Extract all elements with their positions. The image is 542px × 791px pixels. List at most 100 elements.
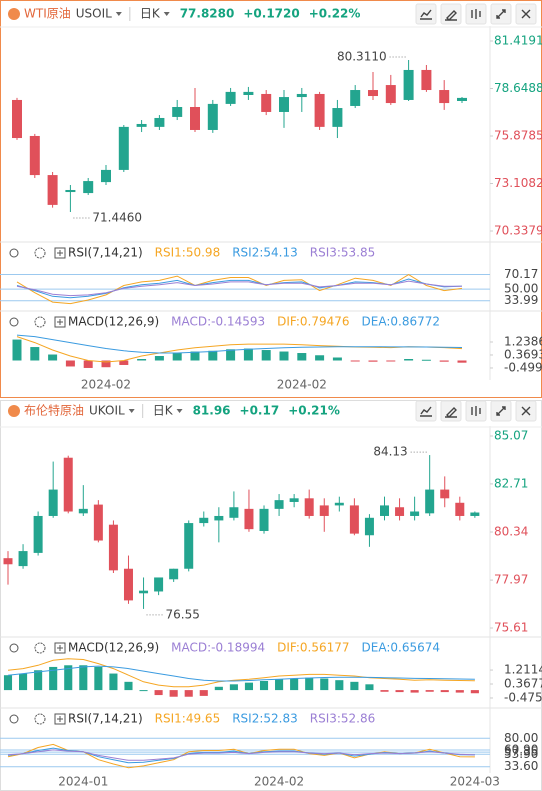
macd-bar [19, 673, 28, 691]
macd-bar [244, 682, 254, 691]
macd-bar [365, 684, 374, 691]
y-tick-label: 60.90 [504, 742, 538, 756]
period-selector[interactable]: 日K [153, 404, 174, 418]
candle-body [403, 69, 414, 100]
y-tick-label: 0.36776 [504, 677, 542, 691]
indicator-expand[interactable] [54, 713, 66, 725]
y-tick-label: 75.61 [494, 621, 528, 635]
toolbar-icon [420, 406, 432, 417]
indicator-title: RSI(7,14,21) [68, 246, 143, 260]
x-tick-label: 2024-02 [254, 775, 304, 789]
candle-body [47, 175, 58, 205]
candle-body [243, 91, 254, 95]
y-tick-label: 70.3379 [494, 224, 542, 238]
macd-bar [279, 351, 289, 361]
candle-body [439, 90, 450, 104]
series-legend: DIF:0.79476 [277, 315, 349, 329]
indicator-expand[interactable] [54, 642, 66, 654]
indicator-line [16, 334, 463, 354]
candle-body [368, 90, 378, 97]
macd-bar [208, 350, 218, 361]
y-tick-label: 78.6488 [494, 81, 542, 95]
indicator-settings[interactable] [34, 316, 46, 328]
candle-body [350, 90, 361, 106]
y-tick-label: 77.97 [494, 573, 528, 587]
macd-bar [30, 347, 40, 361]
price-change-pct: +0.21% [288, 404, 340, 418]
y-tick-label: 33.60 [504, 759, 538, 773]
candle-body [136, 123, 147, 127]
macd-bar [386, 360, 396, 362]
y-tick-label: 1.23862 [504, 334, 542, 348]
y-tick-label: 80.00 [504, 731, 538, 745]
toolbar-icon [496, 9, 506, 19]
candle-body [93, 504, 103, 541]
instrument-title: 布伦特原油 [24, 403, 84, 418]
toolbar-icon [521, 9, 531, 19]
indicator-expand[interactable] [54, 316, 66, 328]
instrument-title: WTI原油 [24, 7, 71, 21]
y-tick-label: 73.1082 [494, 176, 542, 190]
macd-bar [79, 665, 88, 691]
indicator-line [7, 743, 475, 769]
series-legend: RSI3:52.86 [310, 712, 376, 726]
candle-body [319, 505, 329, 516]
toolbar-icon [471, 9, 481, 19]
macd-bar [229, 684, 238, 691]
candle-body [334, 502, 344, 506]
indicator-settings[interactable] [34, 642, 46, 654]
toolbar-icon [445, 10, 457, 21]
candle-body [63, 457, 73, 512]
candle-body [279, 97, 289, 112]
symbol-selector[interactable]: USOIL [76, 7, 112, 21]
visibility-toggle[interactable] [9, 714, 19, 724]
extreme-label: 71.4460 [92, 211, 142, 225]
macd-bar [457, 360, 467, 363]
candle-body [190, 106, 200, 130]
y-tick-label: 80.34 [494, 525, 528, 539]
macd-bar [184, 690, 193, 697]
candle-body [184, 523, 194, 569]
macd-bar [65, 360, 75, 367]
indicator-line [7, 658, 475, 688]
visibility-toggle[interactable] [9, 248, 19, 258]
symbol-icon [8, 405, 20, 417]
macd-bar [305, 677, 314, 691]
y-tick-label: 50.00 [504, 282, 538, 296]
macd-bar [261, 350, 271, 361]
macd-bar [425, 690, 434, 692]
candle-body [470, 512, 480, 516]
candle-body [225, 91, 236, 104]
price-change-pct: +0.22% [309, 7, 361, 21]
macd-bar [440, 690, 449, 693]
macd-bar [83, 360, 93, 368]
indicator-expand[interactable] [54, 247, 66, 259]
y-tick-label: 70.17 [504, 267, 538, 281]
indicator-settings[interactable] [34, 247, 46, 259]
candle-body [118, 126, 129, 170]
period-selector[interactable]: 日K [140, 7, 161, 21]
macd-bar [368, 360, 378, 362]
visibility-toggle[interactable] [9, 317, 19, 327]
indicator-expand-icon [57, 250, 63, 256]
price-change: +0.1720 [243, 7, 299, 21]
candle-body [455, 502, 465, 516]
candle-body [380, 505, 389, 516]
macd-bar [335, 680, 344, 691]
candle-body [244, 508, 254, 530]
indicator-settings[interactable] [34, 713, 46, 725]
series-legend: DEA:0.86772 [362, 315, 441, 329]
macd-bar [350, 681, 359, 691]
toolbar-icon [420, 9, 432, 20]
candle-body [410, 511, 420, 516]
candle-body [48, 489, 58, 516]
macd-bar [226, 349, 236, 361]
visibility-toggle[interactable] [9, 643, 19, 653]
extreme-label: 80.3110 [337, 49, 387, 63]
symbol-selector[interactable]: UKOIL [89, 404, 125, 418]
indicator-line [7, 665, 475, 682]
toolbar-icon [471, 406, 481, 416]
macd-bar [275, 679, 284, 691]
